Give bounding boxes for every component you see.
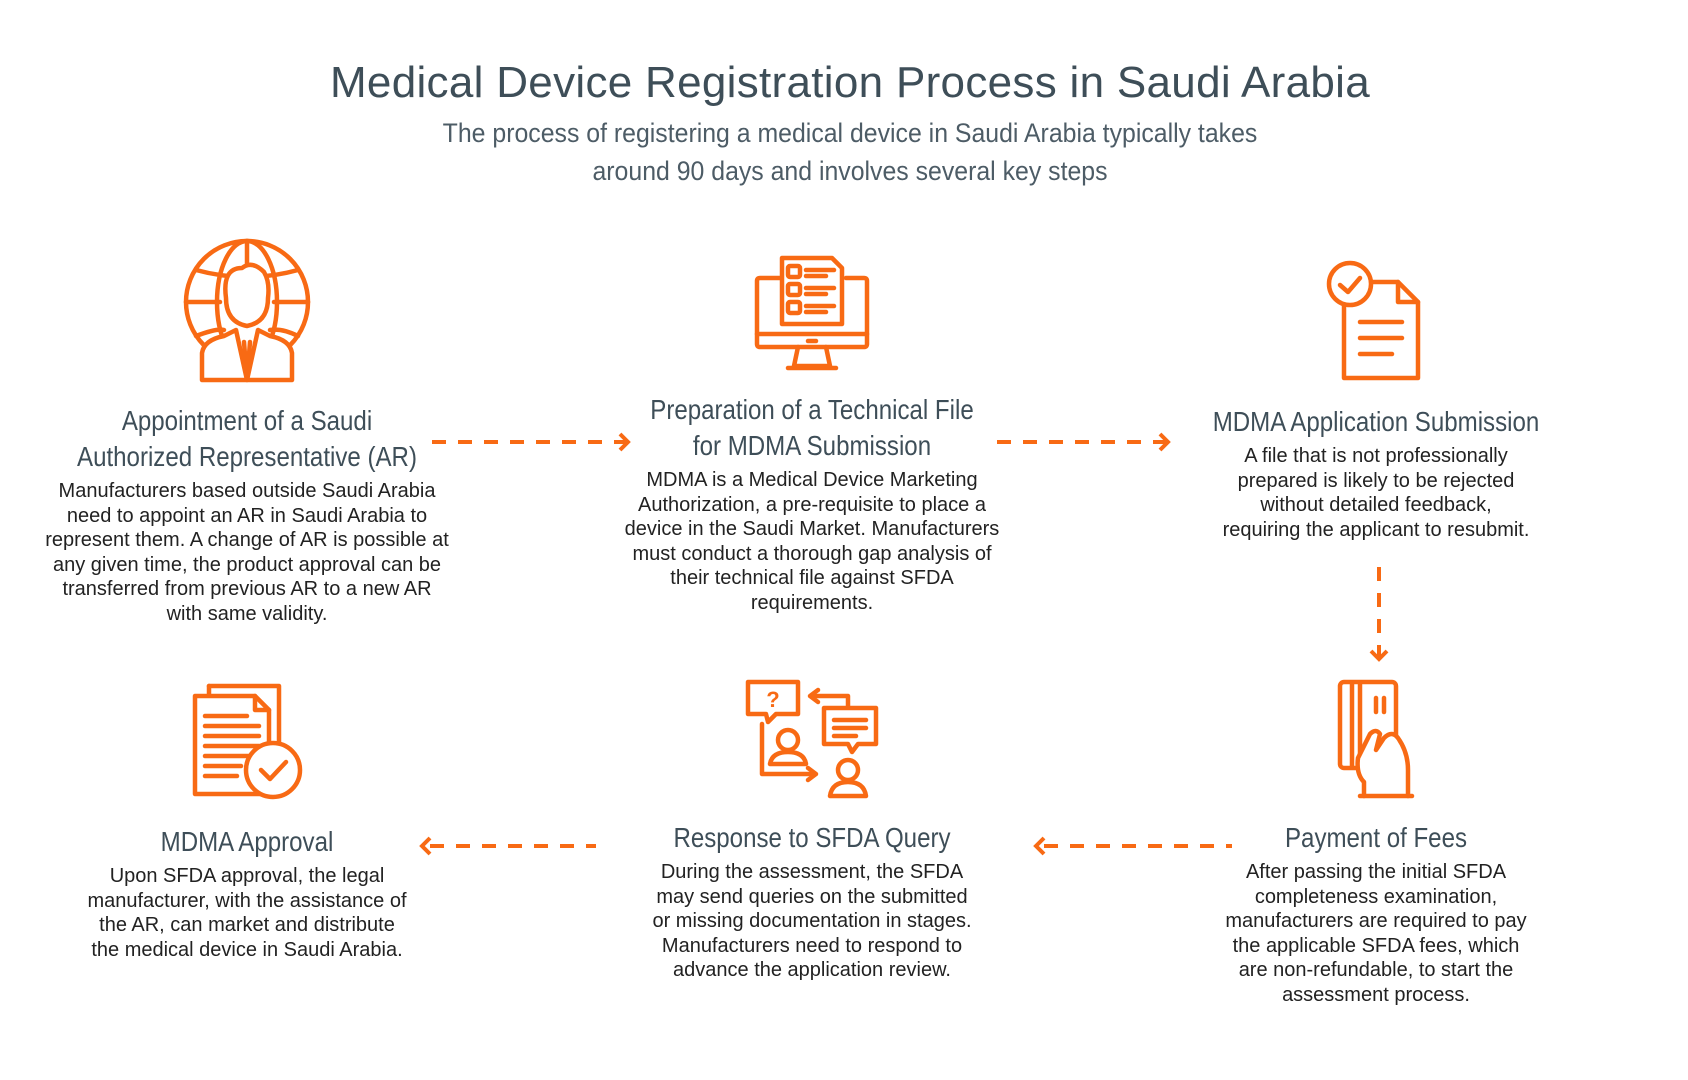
step-heading: Authorized Representative (AR) — [77, 441, 417, 472]
document-check-icon — [1326, 260, 1421, 381]
step-description: During the assessment, the SFDA may send … — [652, 861, 972, 981]
step-heading: Appointment of a Saudi — [121, 405, 373, 436]
step-description: A file that is not professionally prepare… — [1222, 445, 1530, 541]
step-mdma-approval: MDMA Approval Upon SFDA approval, the le… — [7, 682, 487, 962]
globe-person-icon — [183, 238, 311, 383]
step-heading: MDMA Approval — [160, 826, 334, 857]
arrow-step4-to-step5 — [1033, 836, 1232, 856]
arrow-step1-to-step2 — [432, 432, 631, 452]
step-description: Upon SFDA approval, the legal manufacture… — [87, 865, 407, 961]
step-heading: MDMA Application Submission — [1212, 406, 1540, 437]
monitor-checklist-icon — [754, 255, 870, 371]
step-description: MDMA is a Medical Device Marketing Author… — [624, 469, 1000, 614]
step-appointment-ar: Appointment of a Saudi Authorized Repres… — [7, 238, 487, 626]
arrow-step5-to-step6 — [419, 836, 596, 856]
query-response-icon: ? — [745, 679, 879, 799]
step-description: After passing the initial SFDA completene… — [1225, 861, 1527, 1006]
arrow-step2-to-step3 — [997, 432, 1171, 452]
step-heading: for MDMA Submission — [692, 430, 932, 461]
step-heading: Payment of Fees — [1284, 822, 1468, 853]
card-payment-icon — [1337, 679, 1415, 799]
subtitle-line: around 90 days and involves several key … — [592, 156, 1108, 186]
step-heading: Preparation of a Technical File — [650, 394, 974, 425]
step-payment-fees: Payment of Fees After passing the initia… — [1136, 678, 1616, 1007]
step-heading: Response to SFDA Query — [673, 822, 951, 853]
step-description: Manufacturers based outside Saudi Arabia… — [45, 480, 449, 625]
step-application-submission: MDMA Application Submission A file that … — [1136, 260, 1616, 542]
approved-document-icon — [192, 683, 303, 800]
step-technical-file: Preparation of a Technical File for MDMA… — [572, 254, 1052, 615]
subtitle-line: The process of registering a medical dev… — [442, 118, 1258, 148]
svg-text:?: ? — [766, 687, 779, 712]
page-subtitle: The process of registering a medical dev… — [344, 114, 1356, 190]
page-title: Medical Device Registration Process in S… — [329, 58, 1371, 107]
step-sfda-query: ? Response to SFDA Query During the asse… — [572, 678, 1052, 983]
arrow-step3-to-step4 — [1369, 567, 1389, 662]
